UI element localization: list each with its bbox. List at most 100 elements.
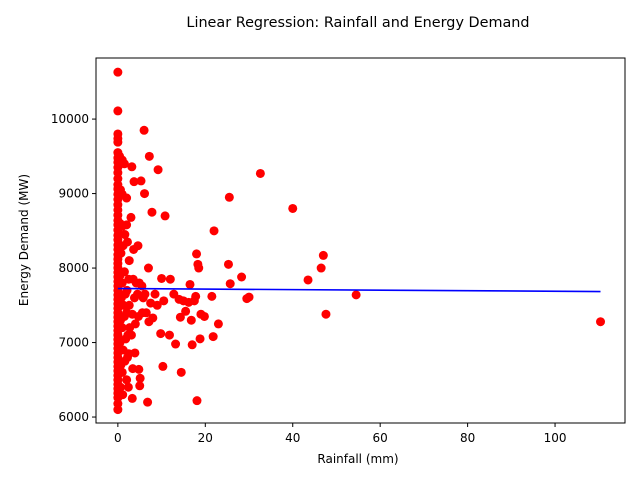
- data-point: [288, 203, 298, 213]
- y-tick-label: 10000: [51, 112, 89, 126]
- data-point: [127, 162, 137, 172]
- data-point: [117, 278, 127, 288]
- data-point: [122, 285, 132, 295]
- data-point: [207, 291, 217, 301]
- data-point: [117, 367, 127, 377]
- data-point: [113, 405, 123, 415]
- data-point: [124, 256, 134, 266]
- data-point: [122, 193, 132, 203]
- data-point: [141, 308, 151, 318]
- x-tick-label: 20: [198, 431, 213, 445]
- data-point: [130, 348, 140, 358]
- data-point: [303, 275, 313, 285]
- data-point: [213, 319, 223, 329]
- y-tick-label: 8000: [58, 261, 89, 275]
- y-tick-label: 9000: [58, 187, 89, 201]
- x-tick-label: 60: [373, 431, 388, 445]
- data-point: [119, 159, 129, 169]
- data-point: [153, 165, 163, 175]
- data-point: [135, 373, 145, 383]
- data-point: [126, 212, 136, 222]
- data-point: [158, 361, 168, 371]
- data-point: [115, 382, 125, 392]
- data-point: [244, 292, 254, 302]
- data-point: [195, 334, 205, 344]
- data-point: [140, 289, 150, 299]
- x-axis-ticks: 0 20 40 60 80 100: [114, 423, 567, 445]
- data-point: [117, 323, 127, 333]
- y-axis-ticks: 6000 7000 8000 9000 10000: [51, 112, 96, 424]
- x-axis-label: Rainfall (mm): [317, 452, 398, 466]
- data-point: [130, 319, 140, 329]
- data-point: [134, 364, 144, 374]
- data-point: [147, 207, 157, 217]
- data-point: [122, 375, 132, 385]
- data-point: [119, 267, 129, 277]
- data-point: [122, 237, 132, 247]
- data-point: [176, 367, 186, 377]
- x-tick-label: 80: [460, 431, 475, 445]
- plot-area-frame: [95, 57, 626, 424]
- data-point: [116, 248, 126, 258]
- data-point: [124, 300, 134, 310]
- data-point: [186, 315, 196, 325]
- regression-line: [117, 287, 601, 293]
- data-point: [139, 125, 149, 135]
- data-point: [127, 393, 137, 403]
- data-point: [148, 313, 158, 323]
- data-point: [596, 317, 606, 327]
- data-point: [144, 151, 154, 161]
- x-tick-label: 0: [114, 431, 122, 445]
- data-point: [321, 309, 331, 319]
- data-point: [199, 311, 209, 321]
- data-point: [255, 168, 265, 178]
- data-point: [187, 340, 197, 350]
- data-point: [209, 226, 219, 236]
- data-point: [237, 272, 247, 282]
- data-point: [192, 396, 202, 406]
- data-point: [194, 263, 204, 273]
- data-point: [136, 176, 146, 186]
- data-point: [185, 279, 195, 289]
- data-point: [143, 397, 153, 407]
- data-point: [156, 329, 166, 339]
- regression-line-layer: [117, 287, 601, 293]
- data-point: [133, 241, 143, 251]
- data-point: [181, 306, 191, 316]
- data-point: [191, 291, 201, 301]
- data-point: [152, 300, 162, 310]
- data-point: [113, 106, 123, 116]
- data-point: [175, 312, 185, 322]
- data-point: [223, 259, 233, 269]
- data-point: [120, 230, 130, 240]
- points-layer: [113, 67, 606, 415]
- y-tick-label: 6000: [58, 410, 89, 424]
- data-point: [318, 250, 328, 260]
- data-point: [126, 330, 136, 340]
- data-point: [208, 332, 218, 342]
- data-point: [118, 390, 128, 400]
- data-point: [140, 189, 150, 199]
- data-point: [165, 274, 175, 284]
- data-point: [135, 381, 145, 391]
- data-point: [113, 67, 123, 77]
- data-point: [159, 296, 169, 306]
- data-point: [192, 249, 202, 259]
- chart-title: Linear Regression: Rainfall and Energy D…: [186, 15, 529, 31]
- data-point: [351, 290, 361, 300]
- data-point: [160, 211, 170, 221]
- data-point: [122, 220, 132, 230]
- x-tick-label: 40: [285, 431, 300, 445]
- data-point: [129, 177, 139, 187]
- data-point: [316, 263, 326, 273]
- data-point: [171, 339, 181, 349]
- data-point: [143, 263, 153, 273]
- data-point: [150, 289, 160, 299]
- data-point: [224, 192, 234, 202]
- x-tick-label: 100: [544, 431, 567, 445]
- data-point: [157, 273, 167, 283]
- data-point: [225, 279, 235, 289]
- y-axis-label: Energy Demand (MW): [17, 174, 31, 306]
